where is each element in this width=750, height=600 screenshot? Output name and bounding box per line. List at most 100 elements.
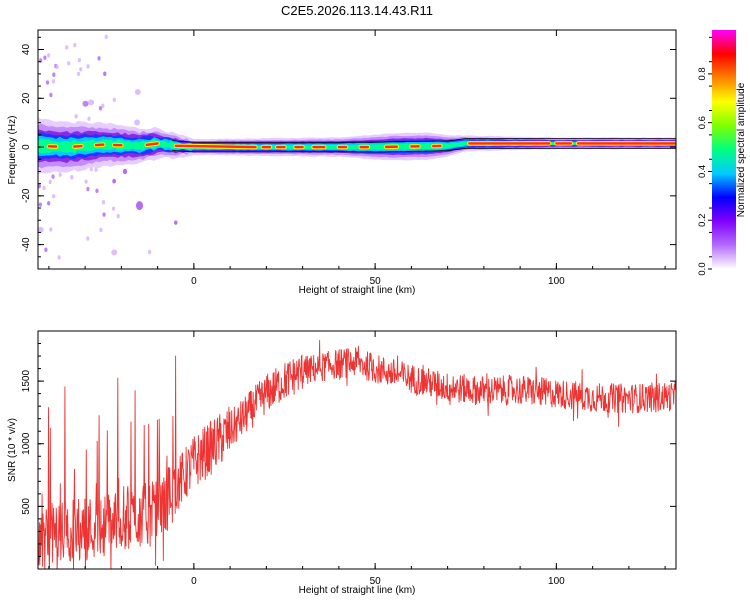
noise-speck [49, 92, 53, 98]
noise-speck [89, 166, 93, 172]
snr-series [38, 340, 676, 569]
noise-speck [86, 64, 90, 69]
energy-peak [174, 144, 257, 149]
x-tick-label: 50 [370, 576, 382, 587]
x-tick-label: 0 [191, 276, 197, 287]
noise-speck [51, 174, 55, 179]
snr-plot-area [38, 331, 676, 569]
noise-speck [74, 114, 78, 119]
y-tick-label: -40 [21, 237, 32, 252]
noise-speck [38, 183, 41, 189]
colorbar-label: Normalized spectral amplitude [736, 82, 747, 217]
y-tick-label: 20 [21, 92, 32, 104]
noise-speck [112, 97, 116, 103]
noise-speck [86, 236, 90, 241]
snr-y-axis: 500 1000 1500 [21, 343, 676, 557]
noise-speck [86, 186, 90, 192]
noise-speck [147, 249, 152, 255]
energy-peak [145, 142, 159, 147]
noise-speck [49, 227, 53, 232]
noise-speck [42, 185, 46, 191]
y-tick-label: 500 [21, 498, 32, 515]
noise-speck [73, 42, 77, 48]
snr-y-label: SNR (10 * v/v) [7, 418, 18, 482]
snr-line [38, 340, 676, 569]
x-tick-label: 100 [548, 276, 565, 287]
figure-title: C2E5.2026.113.14.43.R11 [281, 3, 433, 18]
noise-speck [52, 194, 56, 199]
colorbar-ticks: 0.0 0.2 0.4 0.6 0.8 [697, 36, 712, 276]
snr-x-axis: 0 50 100 [48, 331, 666, 587]
colorbar: 0.0 0.2 0.4 0.6 0.8 Normalized spectral ampl… [697, 30, 747, 276]
noise-speck [101, 103, 105, 109]
noise-speck [79, 67, 83, 72]
noise-speck [111, 206, 116, 211]
noise-speck [99, 227, 103, 233]
y-tick-label: -20 [21, 188, 32, 203]
noise-speck [111, 249, 118, 256]
spectrogram-y-label: Frequency (Hz) [7, 116, 18, 185]
spectrogram-x-axis: 0 50 100 [48, 30, 666, 287]
spectrogram-y-axis: -40 -20 0 20 40 [21, 36, 676, 258]
x-tick-label: 0 [191, 576, 197, 587]
noise-speck [67, 61, 71, 66]
noise-speck [84, 179, 88, 184]
noise-speck [101, 200, 106, 205]
noise-speck [97, 56, 101, 61]
y-tick-label: 1000 [21, 432, 32, 455]
colorbar-tick-label: 0.2 [697, 214, 708, 227]
spectrogram-x-label: Height of straight line (km) [299, 285, 416, 296]
noise-speck [104, 34, 108, 40]
track-upper-line [172, 138, 676, 143]
colorbar-tick-label: 0.0 [697, 262, 708, 275]
colorbar-tick-label: 0.4 [697, 165, 708, 178]
noise-speck [102, 212, 106, 217]
noise-speck [55, 64, 59, 69]
spectrogram-energy [38, 34, 676, 260]
noise-speck [51, 79, 55, 84]
spectrogram-marks [38, 34, 676, 260]
noise-speck [57, 255, 61, 260]
noise-speck [58, 172, 62, 177]
noise-speck [47, 53, 51, 58]
noise-speck [82, 100, 89, 107]
noise-speck [98, 106, 103, 111]
noise-speck [95, 188, 99, 194]
noise-blob [136, 201, 143, 211]
noise-speck [48, 179, 52, 185]
noise-speck [94, 167, 98, 172]
snr-frame [37, 330, 677, 570]
noise-blob [174, 220, 178, 225]
snr-x-label: Height of straight line (km) [299, 585, 416, 596]
spectrogram-frame [37, 29, 677, 270]
noise-speck [134, 119, 141, 126]
noise-blob [122, 168, 128, 175]
noise-speck [44, 247, 48, 253]
noise-blob [112, 178, 116, 184]
noise-speck [43, 55, 47, 60]
colorbar-strip [712, 30, 736, 269]
x-tick-label: 50 [370, 276, 382, 287]
noise-speck [38, 226, 44, 233]
noise-speck [88, 99, 95, 106]
track-lower-line [172, 147, 676, 153]
noise-speck [45, 80, 50, 85]
y-tick-label: 1500 [21, 370, 32, 393]
noise-speck [52, 72, 56, 77]
y-tick-label: 40 [21, 44, 32, 56]
x-tick-label: 100 [548, 576, 565, 587]
noise-speck [65, 45, 69, 50]
noise-speck [116, 213, 120, 219]
noise-speck [47, 201, 51, 206]
y-tick-label: 0 [21, 144, 32, 150]
noise-speck [76, 71, 81, 77]
colorbar-tick-label: 0.8 [697, 67, 708, 80]
snr-marks [38, 340, 676, 569]
noise-speck [134, 89, 141, 96]
noise-speck [87, 116, 91, 121]
spectrogram-panel: 0 50 100 -40 -20 0 20 40 Height of straight li… [7, 29, 677, 296]
noise-speck [70, 175, 74, 180]
noise-speck [38, 202, 42, 207]
noise-speck [103, 71, 107, 77]
